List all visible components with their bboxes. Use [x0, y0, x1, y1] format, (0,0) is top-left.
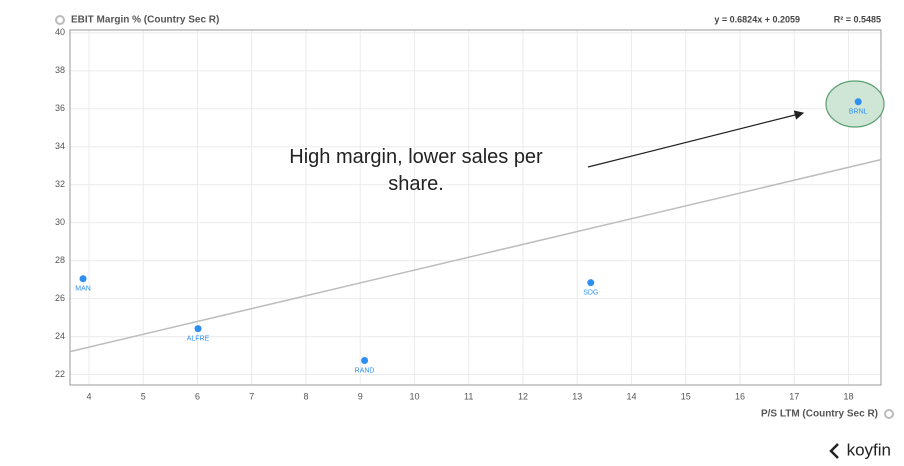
annotation-arrow [587, 110, 805, 168]
settings-icon[interactable] [884, 409, 894, 419]
x-tick-label: 15 [681, 391, 691, 401]
y-tick-label: 40 [55, 27, 65, 37]
annotation: High margin, lower sales per share. [289, 146, 543, 195]
point-label: MAN [75, 286, 91, 293]
x-tick-label: 16 [735, 391, 745, 401]
y-tick-label: 28 [55, 255, 65, 265]
point [587, 279, 595, 287]
x-tick-label: 5 [141, 391, 146, 401]
plot-area: 22 24 26 28 30 32 34 36 38 40 4 5 6 7 8 9 10 11 12 13 14 15 16… [55, 27, 885, 401]
brand-logo: koyfin [847, 440, 891, 459]
plot-frame [69, 29, 882, 386]
y-tick-label: 30 [55, 217, 65, 227]
x-tick-label: 14 [626, 391, 636, 401]
x-tick-label: 10 [409, 391, 419, 401]
y-tick-label: 36 [55, 103, 65, 113]
x-tick-label: 13 [572, 391, 582, 401]
point-label: BRNL [849, 109, 868, 116]
x-axis-title: P/S LTM (Country Sec R) [761, 409, 878, 420]
y-tick-label: 24 [55, 331, 65, 341]
point-label: RAND [355, 367, 375, 374]
equation: y = 0.6824x + 0.2059 [714, 14, 800, 24]
point [361, 357, 369, 365]
x-tick-label: 17 [789, 391, 799, 401]
y-tick-label: 38 [55, 65, 65, 75]
x-tick-label: 7 [249, 391, 254, 401]
y-tick-label: 32 [55, 179, 65, 189]
x-tick-label: 4 [86, 391, 91, 401]
point-label: ALFRE [187, 335, 210, 342]
logo-mark [829, 443, 839, 459]
x-tick-label: 9 [358, 391, 363, 401]
point-label: SDG [583, 290, 598, 297]
x-tick-label: 6 [195, 391, 200, 401]
point [194, 325, 202, 333]
y-tick-label: 34 [55, 141, 65, 151]
y-tick-label: 26 [55, 293, 65, 303]
x-tick-label: 12 [518, 391, 528, 401]
trend-line [69, 158, 882, 353]
x-tick-label: 11 [464, 391, 473, 401]
r-squared: R² = 0.5485 [834, 14, 881, 24]
y-tick-label: 22 [55, 369, 65, 379]
settings-icon[interactable] [55, 15, 65, 25]
x-tick-label: 8 [303, 391, 308, 401]
point [854, 98, 862, 106]
chart-title: EBIT Margin % (Country Sec R) [71, 15, 219, 26]
point [79, 275, 87, 283]
highlight-ellipse [825, 80, 885, 128]
x-tick-label: 18 [843, 391, 853, 401]
